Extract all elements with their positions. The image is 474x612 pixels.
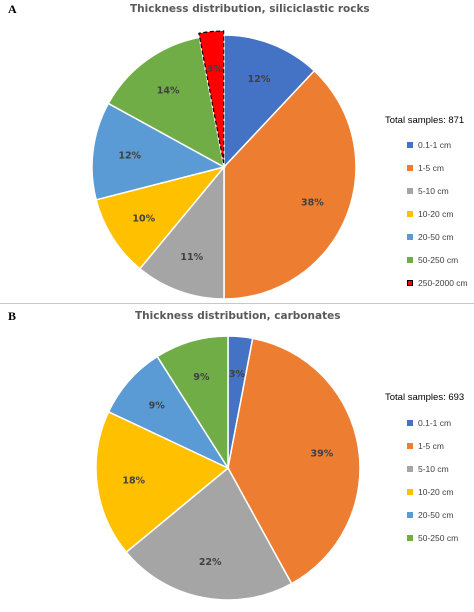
legend-label: 50-250 cm — [418, 255, 459, 265]
legend-label: 10-20 cm — [418, 487, 454, 497]
slice-data-label: 14% — [157, 86, 180, 97]
legend-swatch — [407, 512, 413, 518]
legend-swatch — [407, 234, 413, 240]
legend-item: 0.1-1 cm — [407, 140, 451, 150]
legend-item: 10-20 cm — [407, 487, 453, 497]
legend-label: 1-5 cm — [418, 441, 444, 451]
legend-label: 1-5 cm — [418, 163, 444, 173]
chart-a-title: Thickness distribution, siliciclastic ro… — [130, 3, 370, 15]
panel-b-label: B — [8, 309, 17, 323]
legend-item: 1-5 cm — [407, 163, 444, 173]
slice-data-label: 11% — [180, 252, 203, 263]
legend-label: 0.1-1 cm — [418, 418, 452, 428]
pie-slice-1-5-cm — [227, 337, 361, 585]
legend-label: 5-10 cm — [418, 464, 449, 474]
legend-label: 250-2000 cm — [418, 278, 468, 288]
slice-data-label: 9% — [149, 401, 166, 412]
slice-data-label: 22% — [199, 557, 222, 568]
legend-swatch — [407, 489, 413, 495]
panel-separator — [0, 303, 474, 304]
legend-item: 0.1-1 cm — [407, 418, 451, 428]
legend-item: 5-10 cm — [407, 464, 449, 474]
legend-label: 10-20 cm — [418, 209, 454, 219]
legend-swatch — [407, 443, 413, 449]
slice-data-label: 39% — [310, 449, 333, 460]
legend-item: 5-10 cm — [407, 186, 449, 196]
slice-data-label: 3% — [229, 369, 246, 380]
legend-swatch — [407, 466, 413, 472]
legend-item: 1-5 cm — [407, 441, 444, 451]
pie-slice-50-250-cm — [156, 335, 229, 471]
legend-label: 50-250 cm — [418, 533, 459, 543]
slice-data-label: 12% — [118, 151, 141, 162]
legend-swatch — [407, 165, 413, 171]
legend-swatch — [407, 257, 413, 263]
legend-swatch — [407, 188, 413, 194]
slice-data-label: 10% — [132, 213, 155, 224]
legend-label: 20-50 cm — [418, 510, 454, 520]
pie-slice-10-20-cm — [95, 165, 227, 270]
legend-swatch — [407, 280, 413, 286]
legend-label: 0.1-1 cm — [418, 140, 452, 150]
legend-swatch — [407, 142, 413, 148]
pie-slice-250-2000-cm — [198, 30, 225, 164]
pie-slice-5-10-cm — [138, 164, 225, 300]
pie-slice-0-1-1-cm — [223, 34, 316, 169]
legend-swatch — [407, 211, 413, 217]
slice-data-label: 38% — [301, 197, 324, 208]
chart-b-total-samples: Total samples: 693 — [385, 392, 465, 403]
slice-data-label: 9% — [193, 372, 210, 383]
legend-swatch — [407, 420, 413, 426]
pie-slice-1-5-cm — [223, 69, 357, 300]
slice-data-label: 3% — [207, 64, 224, 75]
legend-label: 20-50 cm — [418, 232, 454, 242]
legend-item: 50-250 cm — [407, 533, 458, 543]
legend-item: 50-250 cm — [407, 255, 458, 265]
legend-swatch — [407, 535, 413, 541]
legend-item: 20-50 cm — [407, 232, 453, 242]
pie-slice-20-50-cm — [91, 102, 227, 201]
pie-slice-10-20-cm — [95, 410, 230, 554]
legend-item: 20-50 cm — [407, 510, 453, 520]
pie-slice-50-250-cm — [107, 36, 226, 169]
chart-b-title: Thickness distribution, carbonates — [135, 310, 341, 322]
chart-a-total-samples: Total samples: 871 — [385, 115, 465, 126]
legend-item: 10-20 cm — [407, 209, 453, 219]
slice-data-label: 12% — [248, 74, 271, 85]
legend-item: 250-2000 cm — [407, 278, 468, 288]
panel-a-label: A — [8, 2, 17, 16]
pie-slice-5-10-cm — [125, 466, 293, 601]
legend-label: 5-10 cm — [418, 186, 449, 196]
slice-data-label: 18% — [122, 475, 145, 486]
